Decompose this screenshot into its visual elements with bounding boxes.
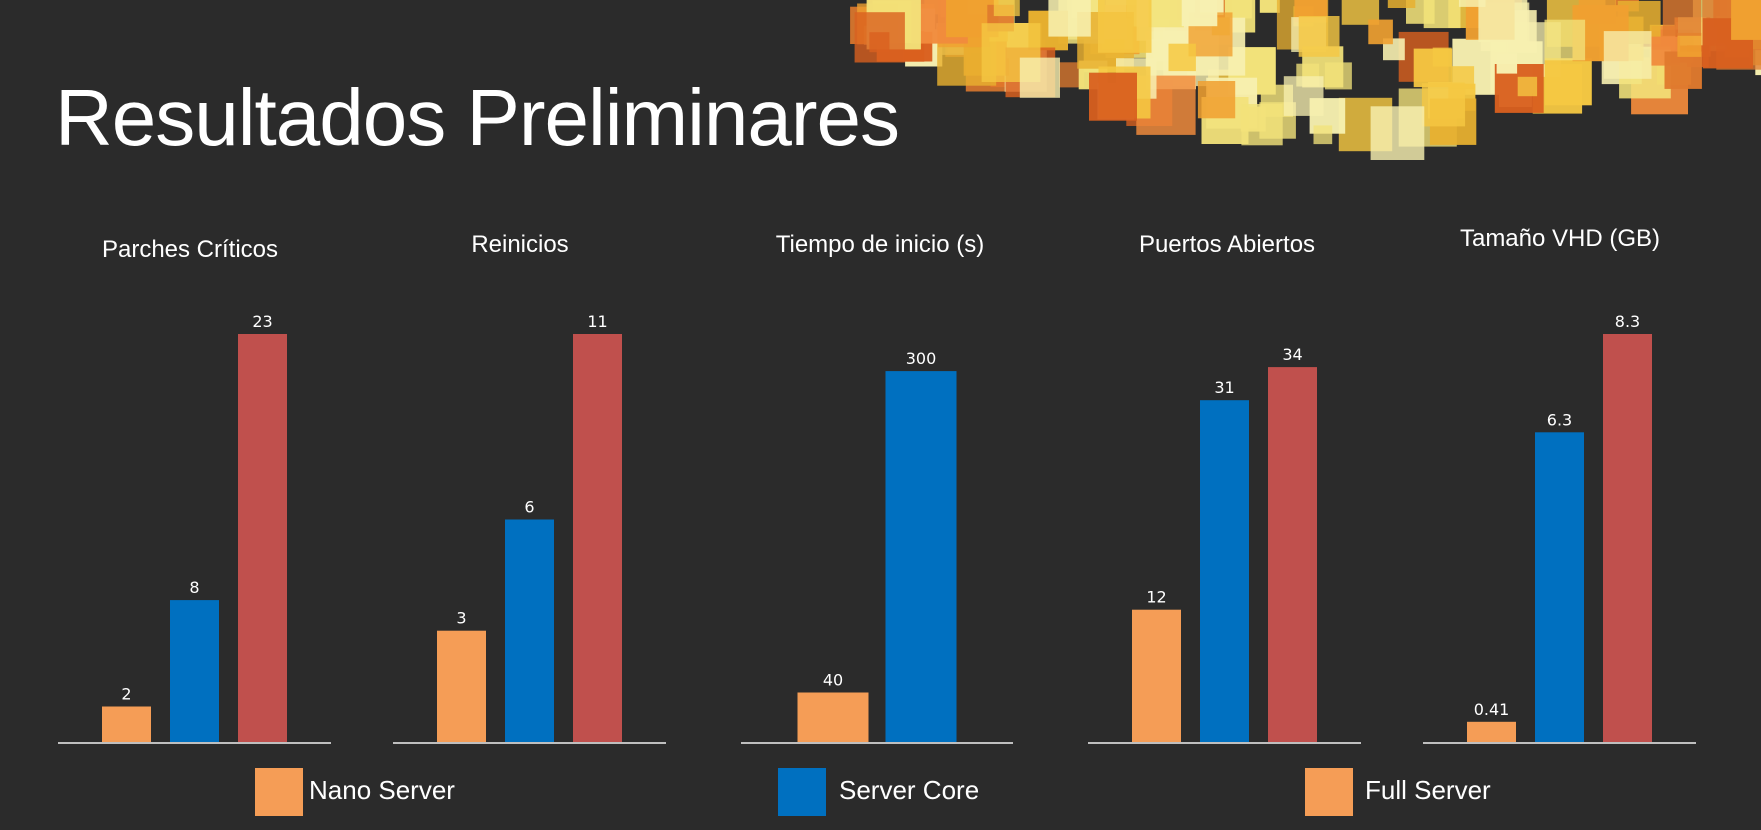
data-label: 11 <box>587 312 607 331</box>
banner-tile <box>1148 0 1184 28</box>
banner-tile <box>1370 106 1425 160</box>
bar-chart: 12 31 34 <box>1088 345 1361 744</box>
data-label: 12 <box>1146 588 1166 607</box>
data-label: 40 <box>823 671 843 690</box>
legend-label: Server Core <box>839 775 980 805</box>
data-label: 23 <box>252 312 272 331</box>
banner-tile <box>1197 81 1236 119</box>
chart-title: Tiempo de inicio (s) <box>775 231 985 258</box>
banner-tile <box>1731 0 1761 40</box>
bar-chart: 2 8 23 <box>58 312 331 744</box>
bar <box>102 706 151 742</box>
banner-tile <box>1413 48 1453 88</box>
banner-tile <box>1019 57 1060 98</box>
data-label: 6.3 <box>1547 410 1572 429</box>
data-label: 8.3 <box>1615 312 1640 331</box>
bar-chart: 0.41 6.3 8.3 <box>1423 312 1696 744</box>
banner-tile <box>993 0 1020 17</box>
banner-tile <box>869 32 890 53</box>
banner-tile <box>1662 0 1702 36</box>
data-label: 0.41 <box>1474 700 1510 719</box>
chart-title: Reinicios <box>471 231 569 258</box>
banner-tile <box>1664 51 1702 89</box>
legend-label: Nano Server <box>309 775 455 805</box>
banner-tile <box>1421 83 1466 127</box>
banner-tile <box>1387 0 1416 8</box>
bar <box>437 630 486 742</box>
banner-tile <box>1181 0 1218 27</box>
bar <box>170 600 219 742</box>
banner-tile <box>1458 0 1486 7</box>
legend-label: Full Server <box>1365 775 1491 805</box>
banner-tile <box>1544 58 1592 106</box>
chart-title: Tamaño VHD (GB) <box>1459 225 1661 252</box>
data-label: 3 <box>456 609 466 628</box>
banner-tile <box>1168 43 1196 72</box>
banner-tile <box>1544 19 1586 61</box>
bar-chart: 40 300 <box>741 349 1013 744</box>
data-label: 31 <box>1214 378 1234 397</box>
banner-tile <box>1259 0 1280 13</box>
bar <box>797 692 869 742</box>
banner-tile <box>1283 76 1324 116</box>
bar <box>238 334 287 742</box>
banner-tile <box>1313 125 1333 145</box>
chart-title: Parches Críticos <box>101 236 279 263</box>
legend-swatch <box>778 768 826 816</box>
data-label: 6 <box>524 498 534 517</box>
banner-tile <box>1677 32 1702 57</box>
bar <box>1603 334 1652 742</box>
page-title: Resultados Preliminares <box>55 73 900 162</box>
data-label: 34 <box>1282 345 1302 364</box>
banner-tile <box>1298 16 1340 57</box>
bar <box>1132 609 1181 742</box>
legend-swatch <box>1305 768 1353 816</box>
banner-tile <box>1451 66 1475 89</box>
bar <box>1200 400 1249 742</box>
data-label: 8 <box>189 578 199 597</box>
chart-title: Puertos Abiertos <box>1138 231 1316 258</box>
banner-tile <box>1368 19 1393 45</box>
legend-swatch <box>255 768 303 816</box>
banner-tile <box>1089 72 1137 121</box>
banner-tile <box>1098 0 1152 53</box>
banner-tile <box>1048 0 1091 37</box>
data-label: 300 <box>906 349 937 368</box>
bar <box>1535 432 1584 742</box>
bar <box>573 334 622 742</box>
bar <box>885 371 957 742</box>
bar <box>505 519 554 742</box>
banner-tile <box>1517 76 1538 97</box>
bar <box>1467 721 1516 742</box>
banner-tile <box>1496 53 1518 74</box>
data-label: 2 <box>121 685 131 704</box>
bar-chart: 3 6 11 <box>393 312 666 744</box>
banner-tile <box>1603 31 1652 79</box>
banner-tile <box>1478 0 1528 43</box>
banner-tile <box>1240 106 1266 132</box>
bar <box>1268 367 1317 742</box>
decorative-banner <box>850 0 1761 160</box>
